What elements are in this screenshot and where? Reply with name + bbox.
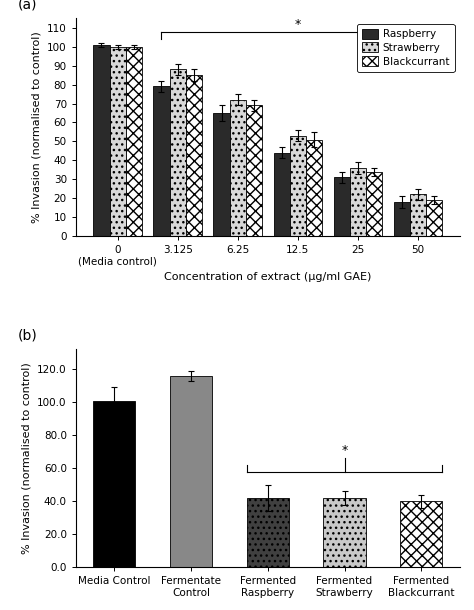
Bar: [273, 152, 290, 236]
X-axis label: Concentration of extract (μg/ml GAE): Concentration of extract (μg/ml GAE): [164, 272, 372, 282]
Bar: [366, 172, 382, 236]
Bar: [186, 75, 202, 236]
Bar: [246, 498, 289, 567]
Bar: [93, 45, 109, 236]
Y-axis label: % Invasion (normalised to control): % Invasion (normalised to control): [31, 31, 42, 223]
Bar: [410, 195, 426, 236]
Bar: [170, 376, 212, 567]
Y-axis label: % Invasion (normalised to control): % Invasion (normalised to control): [22, 362, 32, 554]
Bar: [290, 136, 306, 236]
Legend: Raspberry, Strawberry, Blackcurrant: Raspberry, Strawberry, Blackcurrant: [357, 24, 455, 72]
Bar: [109, 47, 126, 236]
Bar: [246, 106, 262, 236]
Text: *: *: [341, 443, 347, 457]
Bar: [394, 202, 410, 236]
Bar: [306, 140, 322, 236]
Bar: [334, 178, 350, 236]
Bar: [93, 401, 136, 567]
Text: (a): (a): [18, 0, 38, 12]
Bar: [426, 200, 442, 236]
Text: *: *: [295, 18, 301, 30]
Bar: [400, 501, 442, 567]
Bar: [350, 168, 366, 236]
Bar: [126, 47, 142, 236]
Bar: [154, 87, 170, 236]
Bar: [213, 113, 230, 236]
Bar: [170, 70, 186, 236]
Text: (b): (b): [18, 329, 38, 343]
Bar: [323, 498, 365, 567]
Bar: [230, 100, 246, 236]
